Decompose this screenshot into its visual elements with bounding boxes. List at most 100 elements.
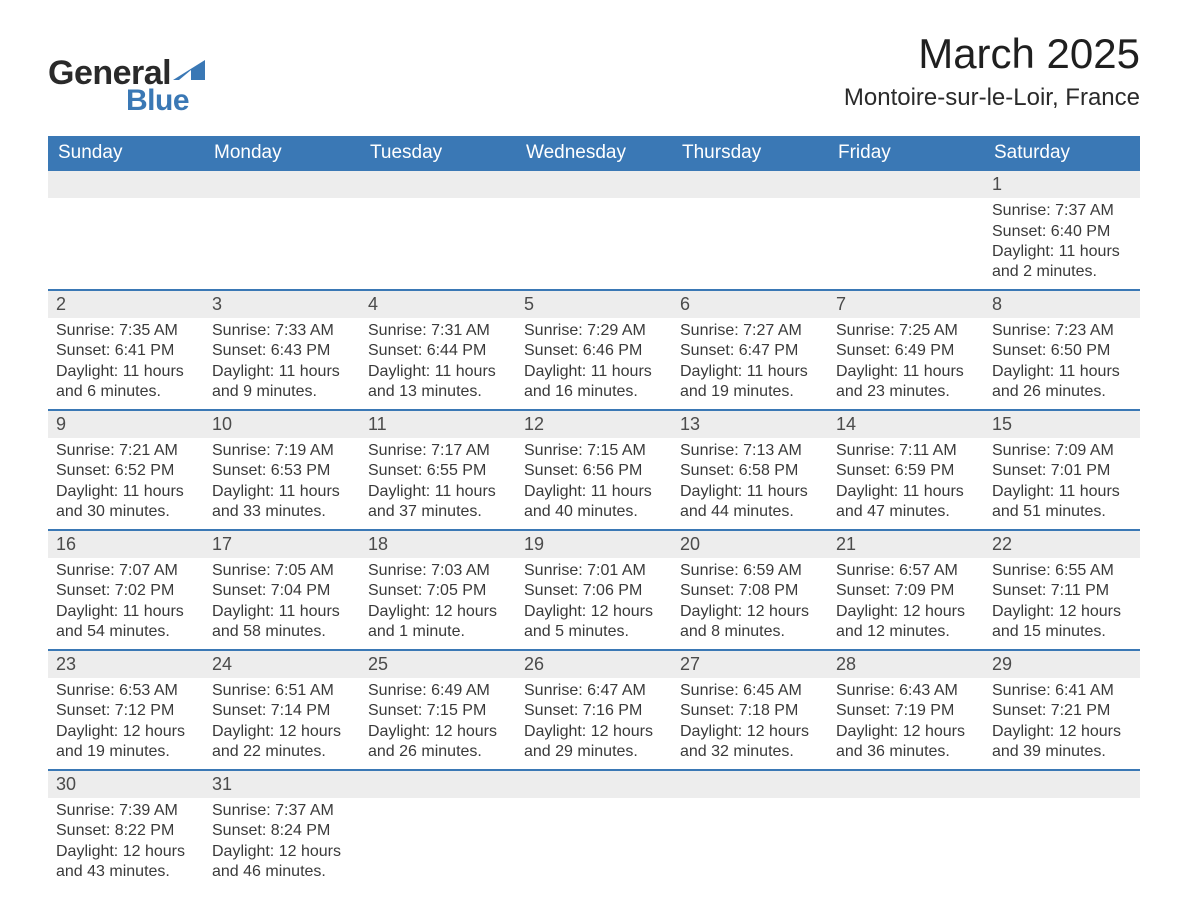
daylight-text-1: Daylight: 11 hours — [56, 482, 196, 502]
day-detail-cell — [516, 198, 672, 290]
daylight-text-2: and 43 minutes. — [56, 862, 196, 882]
day-detail — [204, 198, 360, 207]
day-detail-cell: Sunrise: 7:29 AMSunset: 6:46 PMDaylight:… — [516, 318, 672, 410]
sunset-text: Sunset: 6:52 PM — [56, 461, 196, 481]
day-detail-cell: Sunrise: 7:19 AMSunset: 6:53 PMDaylight:… — [204, 438, 360, 530]
sunset-text: Sunset: 6:50 PM — [992, 341, 1132, 361]
daylight-text-2: and 46 minutes. — [212, 862, 352, 882]
day-detail: Sunrise: 6:45 AMSunset: 7:18 PMDaylight:… — [672, 678, 828, 769]
day-number-cell: 5 — [516, 290, 672, 318]
daylight-text-1: Daylight: 12 hours — [836, 722, 976, 742]
daylight-text-1: Daylight: 11 hours — [524, 362, 664, 382]
day-number: 25 — [360, 651, 516, 678]
sunrise-text: Sunrise: 7:33 AM — [212, 321, 352, 341]
daylight-text-2: and 22 minutes. — [212, 742, 352, 762]
week-number-row: 3031 — [48, 770, 1140, 798]
logo-text-blue: Blue — [126, 84, 205, 118]
daylight-text-2: and 23 minutes. — [836, 382, 976, 402]
day-number — [48, 171, 204, 195]
day-detail: Sunrise: 7:29 AMSunset: 6:46 PMDaylight:… — [516, 318, 672, 409]
day-detail: Sunrise: 7:03 AMSunset: 7:05 PMDaylight:… — [360, 558, 516, 649]
daylight-text-2: and 13 minutes. — [368, 382, 508, 402]
sunrise-text: Sunrise: 7:15 AM — [524, 441, 664, 461]
day-number: 1 — [984, 171, 1140, 198]
daylight-text-2: and 15 minutes. — [992, 622, 1132, 642]
day-detail-cell: Sunrise: 6:53 AMSunset: 7:12 PMDaylight:… — [48, 678, 204, 770]
day-detail-cell: Sunrise: 7:37 AMSunset: 8:24 PMDaylight:… — [204, 798, 360, 889]
day-detail-cell — [360, 198, 516, 290]
sunset-text: Sunset: 7:11 PM — [992, 581, 1132, 601]
day-detail-cell — [48, 198, 204, 290]
daylight-text-2: and 29 minutes. — [524, 742, 664, 762]
day-number: 10 — [204, 411, 360, 438]
sunrise-text: Sunrise: 6:47 AM — [524, 681, 664, 701]
day-detail-cell: Sunrise: 6:47 AMSunset: 7:16 PMDaylight:… — [516, 678, 672, 770]
sunset-text: Sunset: 7:15 PM — [368, 701, 508, 721]
daylight-text-2: and 37 minutes. — [368, 502, 508, 522]
daylight-text-1: Daylight: 11 hours — [992, 362, 1132, 382]
daylight-text-1: Daylight: 11 hours — [368, 482, 508, 502]
day-number-cell — [360, 171, 516, 198]
day-detail-cell: Sunrise: 7:33 AMSunset: 6:43 PMDaylight:… — [204, 318, 360, 410]
title-block: March 2025 Montoire-sur-le-Loir, France — [844, 30, 1140, 112]
sunrise-text: Sunrise: 6:41 AM — [992, 681, 1132, 701]
sunrise-text: Sunrise: 7:27 AM — [680, 321, 820, 341]
day-detail: Sunrise: 6:57 AMSunset: 7:09 PMDaylight:… — [828, 558, 984, 649]
daylight-text-1: Daylight: 12 hours — [992, 722, 1132, 742]
day-number: 5 — [516, 291, 672, 318]
page-header: General Blue March 2025 Montoire-sur-le-… — [48, 30, 1140, 118]
day-detail-cell: Sunrise: 7:31 AMSunset: 6:44 PMDaylight:… — [360, 318, 516, 410]
daylight-text-1: Daylight: 11 hours — [56, 602, 196, 622]
daylight-text-1: Daylight: 12 hours — [212, 722, 352, 742]
daylight-text-1: Daylight: 12 hours — [524, 602, 664, 622]
day-number-cell: 29 — [984, 650, 1140, 678]
day-number: 31 — [204, 771, 360, 798]
day-number: 23 — [48, 651, 204, 678]
daylight-text-1: Daylight: 12 hours — [680, 722, 820, 742]
sunrise-text: Sunrise: 7:11 AM — [836, 441, 976, 461]
sunrise-text: Sunrise: 7:13 AM — [680, 441, 820, 461]
day-number — [360, 771, 516, 795]
day-detail: Sunrise: 6:47 AMSunset: 7:16 PMDaylight:… — [516, 678, 672, 769]
day-number-cell — [516, 171, 672, 198]
sunset-text: Sunset: 6:44 PM — [368, 341, 508, 361]
sunset-text: Sunset: 7:04 PM — [212, 581, 352, 601]
day-detail-cell: Sunrise: 7:05 AMSunset: 7:04 PMDaylight:… — [204, 558, 360, 650]
day-number — [828, 771, 984, 795]
day-detail-cell: Sunrise: 7:25 AMSunset: 6:49 PMDaylight:… — [828, 318, 984, 410]
sunrise-text: Sunrise: 6:49 AM — [368, 681, 508, 701]
day-number: 29 — [984, 651, 1140, 678]
day-detail: Sunrise: 7:35 AMSunset: 6:41 PMDaylight:… — [48, 318, 204, 409]
week-number-row: 1 — [48, 171, 1140, 198]
day-number: 30 — [48, 771, 204, 798]
day-number: 13 — [672, 411, 828, 438]
sunset-text: Sunset: 7:09 PM — [836, 581, 976, 601]
sunset-text: Sunset: 6:46 PM — [524, 341, 664, 361]
sunrise-text: Sunrise: 7:25 AM — [836, 321, 976, 341]
day-detail: Sunrise: 6:51 AMSunset: 7:14 PMDaylight:… — [204, 678, 360, 769]
daylight-text-1: Daylight: 11 hours — [680, 482, 820, 502]
day-number: 11 — [360, 411, 516, 438]
day-detail: Sunrise: 7:07 AMSunset: 7:02 PMDaylight:… — [48, 558, 204, 649]
week-number-row: 23242526272829 — [48, 650, 1140, 678]
day-number-cell: 7 — [828, 290, 984, 318]
day-number-cell — [672, 770, 828, 798]
day-number — [204, 171, 360, 195]
day-number-cell: 12 — [516, 410, 672, 438]
sunrise-text: Sunrise: 7:19 AM — [212, 441, 352, 461]
calendar-body: 1Sunrise: 7:37 AMSunset: 6:40 PMDaylight… — [48, 171, 1140, 888]
day-detail — [48, 198, 204, 207]
daylight-text-2: and 19 minutes. — [56, 742, 196, 762]
day-detail: Sunrise: 7:37 AMSunset: 6:40 PMDaylight:… — [984, 198, 1140, 289]
day-detail: Sunrise: 7:05 AMSunset: 7:04 PMDaylight:… — [204, 558, 360, 649]
sunset-text: Sunset: 7:06 PM — [524, 581, 664, 601]
sunset-text: Sunset: 7:19 PM — [836, 701, 976, 721]
week-detail-row: Sunrise: 6:53 AMSunset: 7:12 PMDaylight:… — [48, 678, 1140, 770]
day-number: 26 — [516, 651, 672, 678]
sunrise-text: Sunrise: 7:29 AM — [524, 321, 664, 341]
day-detail-cell: Sunrise: 7:09 AMSunset: 7:01 PMDaylight:… — [984, 438, 1140, 530]
day-detail: Sunrise: 7:39 AMSunset: 8:22 PMDaylight:… — [48, 798, 204, 889]
day-detail-cell: Sunrise: 6:43 AMSunset: 7:19 PMDaylight:… — [828, 678, 984, 770]
day-number-cell: 16 — [48, 530, 204, 558]
sunset-text: Sunset: 6:58 PM — [680, 461, 820, 481]
